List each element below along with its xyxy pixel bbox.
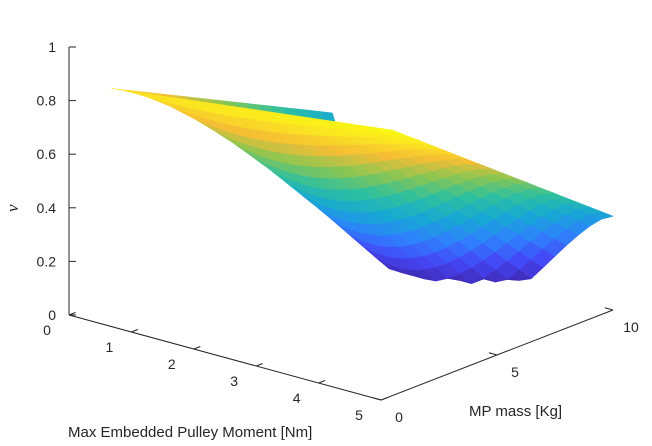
y-tick: [372, 397, 382, 401]
y-axis-label: MP mass [Kg]: [469, 403, 562, 420]
y-tick-label: 5: [511, 364, 519, 380]
x-tick-label: 1: [106, 339, 114, 355]
z-tick-label: 1: [48, 39, 56, 55]
z-tick-label: 0.6: [37, 146, 57, 162]
x-tick: [68, 312, 76, 316]
x-tick: [131, 329, 139, 333]
surface-plot: [111, 88, 614, 284]
axis-labels: Max Embedded Pulley Moment [Nm] MP mass …: [3, 204, 562, 441]
y-tick-label: 0: [395, 409, 403, 425]
x-tick: [256, 363, 263, 367]
z-tick-label: 0: [48, 307, 56, 323]
x-tick-label: 5: [355, 407, 363, 423]
y-tick: [604, 307, 614, 311]
z-tick-label: 0.4: [37, 200, 57, 216]
y-tick: [488, 352, 498, 356]
x-axis-label: Max Embedded Pulley Moment [Nm]: [68, 424, 312, 441]
z-tick-label: 0.2: [37, 253, 57, 269]
surface-facet: [111, 88, 136, 94]
z-tick-label: 0.8: [37, 93, 57, 109]
x-axis-line: [68, 314, 382, 401]
x-tick-label: 2: [168, 356, 176, 372]
x-tick-label: 0: [43, 322, 51, 338]
x-tick-label: 4: [293, 390, 301, 406]
x-tick-label: 3: [230, 373, 238, 389]
x-tick: [193, 346, 201, 350]
z-axis-label: ν: [3, 204, 22, 212]
y-tick-label: 10: [623, 319, 639, 335]
x-tick: [318, 380, 326, 384]
